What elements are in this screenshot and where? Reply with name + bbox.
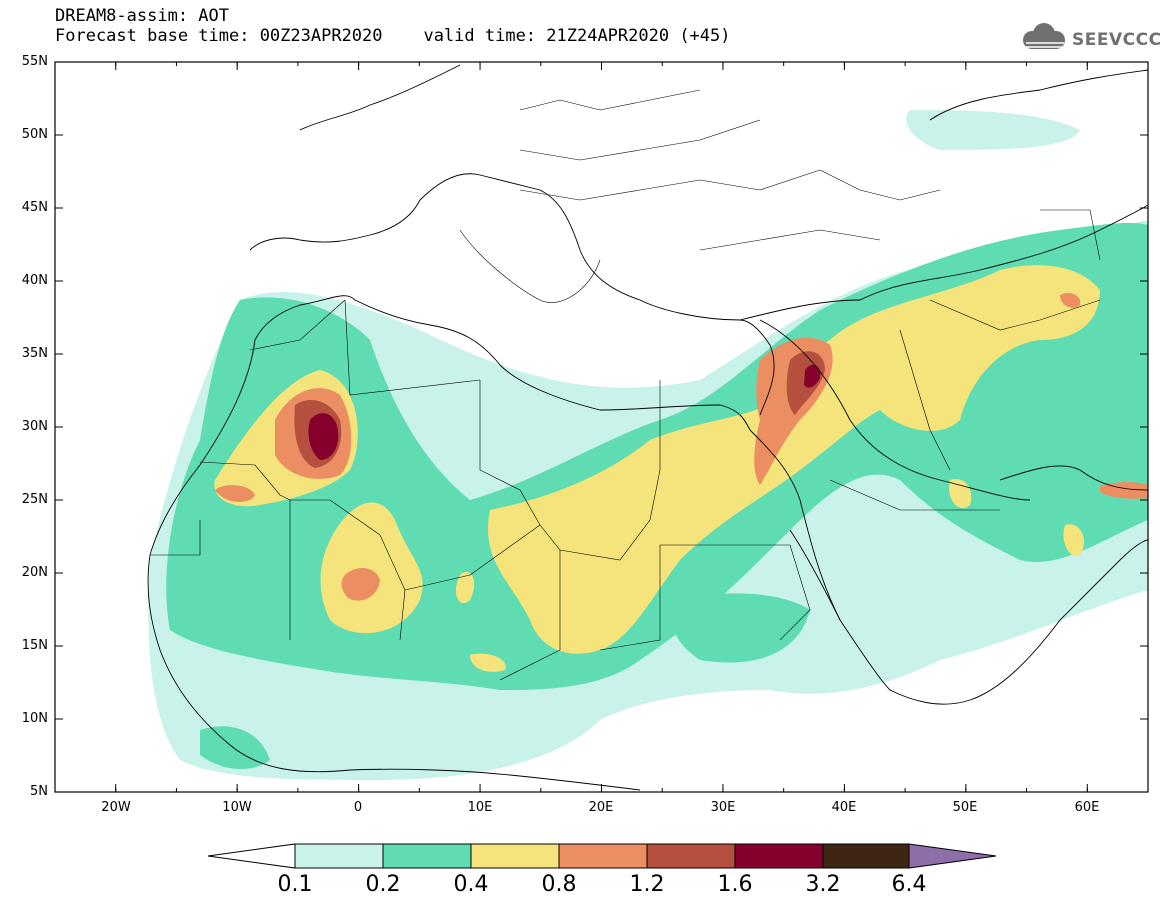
chart-subtitle: Forecast base time: 00Z23APR2020 valid t… xyxy=(55,26,731,46)
lon-tick-label: 60E xyxy=(1074,800,1100,815)
aot-level-1.6 xyxy=(308,364,821,460)
lat-tick-label: 40N xyxy=(21,273,48,288)
lon-tick-label: 30E xyxy=(710,800,736,815)
colorbar-label: 0.2 xyxy=(365,872,401,897)
colorbar xyxy=(207,843,997,869)
colorbar-label: 3.2 xyxy=(805,872,841,897)
colorbar-label: 0.4 xyxy=(453,872,489,897)
colorbar-swatch xyxy=(470,843,560,869)
axis-ticks xyxy=(54,61,1149,793)
lon-tick-label: 10E xyxy=(467,800,493,815)
lon-tick-label: 20E xyxy=(588,800,614,815)
lon-tick-label: 40E xyxy=(831,800,857,815)
colorbar-label: 6.4 xyxy=(891,872,927,897)
lat-tick-label: 5N xyxy=(30,784,48,799)
colorbar-swatch xyxy=(646,843,736,869)
colorbar-high-arrow xyxy=(908,843,997,869)
colorbar-swatch xyxy=(822,843,910,869)
lat-tick-label: 30N xyxy=(21,419,48,434)
coastlines xyxy=(147,64,1148,791)
aot-field xyxy=(148,110,1148,780)
cloud-icon xyxy=(1023,23,1065,49)
lat-tick-label: 25N xyxy=(21,492,48,507)
colorbar-swatch xyxy=(558,843,648,869)
lon-tick-label: 0 xyxy=(353,800,363,815)
colorbar-label: 0.1 xyxy=(277,872,313,897)
lat-tick-label: 10N xyxy=(21,711,48,726)
lon-tick-label: 20W xyxy=(101,800,131,815)
lat-tick-label: 20N xyxy=(21,565,48,580)
lon-tick-label: 50E xyxy=(952,800,978,815)
colorbar-swatch xyxy=(382,843,472,869)
lat-tick-label: 55N xyxy=(21,54,48,69)
colorbar-label: 0.8 xyxy=(541,872,577,897)
colorbar-low-arrow xyxy=(207,843,296,869)
colorbar-swatch xyxy=(734,843,824,869)
chart-title: DREAM8-assim: AOT xyxy=(55,6,229,26)
colorbar-swatch xyxy=(294,843,384,869)
colorbar-label: 1.2 xyxy=(629,872,665,897)
logo-text: SEEVCCC xyxy=(1072,30,1162,50)
lon-tick-label: 10W xyxy=(222,800,252,815)
colorbar-label: 1.6 xyxy=(717,872,753,897)
country-borders xyxy=(150,89,1101,681)
lat-tick-label: 15N xyxy=(21,638,48,653)
lat-tick-label: 50N xyxy=(21,127,48,142)
lat-tick-label: 45N xyxy=(21,200,48,215)
lat-tick-label: 35N xyxy=(21,346,48,361)
